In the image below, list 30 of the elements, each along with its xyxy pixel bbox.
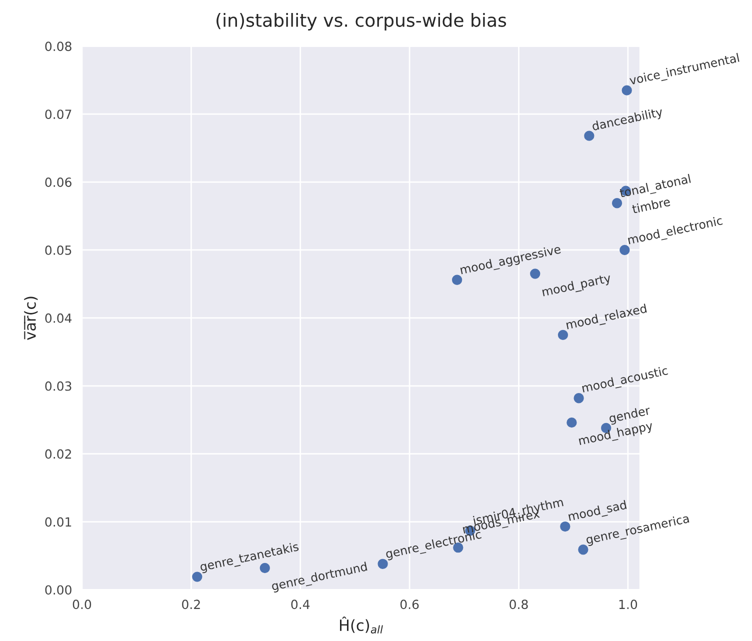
x-tick-label: 0.8 — [510, 600, 528, 610]
y-tick-label: 0.02 — [45, 449, 71, 459]
y-tick-label: 0.05 — [45, 245, 72, 255]
y-tick-label: 0.07 — [45, 110, 72, 120]
y-axis-title: v̅a̅r̅(c) — [24, 296, 38, 340]
point — [622, 85, 632, 96]
point — [578, 544, 588, 555]
point — [452, 274, 462, 285]
x-tick-label: 0.2 — [182, 600, 200, 610]
point — [566, 417, 577, 428]
chart-title: (in)stability vs. corpus-wide bias — [216, 12, 506, 30]
y-tick-label: 0.08 — [45, 42, 72, 52]
y-tick-label: 0.00 — [45, 585, 72, 595]
point — [378, 558, 388, 569]
point — [192, 572, 202, 582]
y-tick-label: 0.01 — [45, 517, 72, 527]
point — [612, 198, 622, 208]
annotation: timbre — [632, 196, 671, 214]
x-tick-label: 0.4 — [291, 600, 310, 610]
x-tick-label: 0.0 — [72, 600, 92, 610]
y-tick-label: 0.04 — [45, 313, 72, 323]
x-axis-title: Ĥ(c)$_{all}$ — [340, 616, 383, 634]
y-tick-label: 0.06 — [45, 178, 72, 187]
point — [584, 130, 594, 141]
point — [574, 393, 584, 404]
y-tick-label: 0.03 — [45, 381, 72, 391]
point — [558, 330, 568, 340]
x-tick-label: 0.6 — [400, 600, 419, 610]
point — [620, 244, 630, 256]
x-tick-label: 1.0 — [619, 600, 638, 610]
